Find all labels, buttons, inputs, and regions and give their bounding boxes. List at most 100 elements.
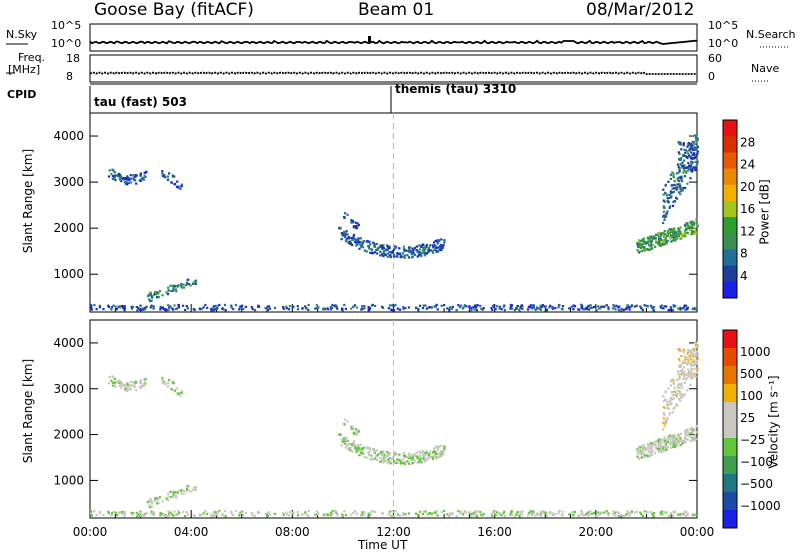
velocity-echo (659, 511, 662, 514)
power-echo (662, 214, 665, 217)
velocity-echo (657, 447, 660, 450)
power-echo (543, 305, 546, 308)
power-echo (617, 309, 620, 312)
velocity-echo (406, 460, 409, 463)
power-echo (288, 308, 291, 311)
power-echo (386, 255, 389, 258)
power-echo (577, 308, 580, 311)
xtick-label-5: 20:00 (579, 525, 614, 539)
power-echo (137, 307, 140, 310)
power-echo (667, 309, 670, 312)
velocity-echo (140, 385, 143, 388)
velocity-echo (368, 453, 371, 456)
power-echo (548, 306, 551, 309)
velocity-echo (689, 428, 692, 431)
power-echo (282, 305, 285, 309)
power-echo (529, 306, 532, 309)
velocity-echo (238, 514, 241, 517)
velocity-echo (142, 385, 146, 388)
power-echo (685, 167, 688, 170)
velocity-echo (137, 513, 140, 516)
velocity-echo (662, 421, 665, 424)
power-echo (417, 244, 421, 247)
power-echo (613, 305, 616, 308)
velocity-echo (424, 454, 427, 457)
velocity-echo (648, 450, 651, 453)
velocity-colorbar-tick-4: −25 (740, 433, 765, 447)
power-echo (649, 246, 652, 249)
velocity-colorbar-cell (723, 420, 737, 439)
velocity-echo (336, 513, 339, 516)
power-echo (339, 227, 342, 230)
velocity-echo (371, 448, 375, 451)
velocity-echo (161, 379, 164, 382)
power-echo (510, 307, 514, 310)
velocity-echo (356, 448, 359, 451)
velocity-echo (387, 458, 390, 461)
power-echo (368, 307, 371, 310)
power-echo (167, 308, 170, 311)
velocity-echo (677, 513, 680, 516)
velocity-echo (614, 514, 617, 517)
velocity-echo (372, 458, 375, 461)
power-echo (662, 205, 665, 208)
velocity-echo (392, 511, 395, 514)
power-echo (690, 145, 693, 148)
power-echo (128, 178, 131, 181)
velocity-echo (670, 398, 673, 401)
power-echo (340, 237, 343, 241)
power-echo (482, 306, 485, 310)
power-echo (371, 241, 375, 244)
velocity-echo (628, 514, 631, 517)
velocity-echo (655, 447, 658, 450)
velocity-echo (684, 432, 687, 435)
velocity-echo (585, 512, 588, 515)
power-colorbar-cell (723, 233, 737, 250)
power-echo (416, 250, 419, 253)
power-echo (693, 221, 696, 224)
velocity-echo (338, 433, 341, 436)
power-echo (534, 308, 537, 311)
power-echo (140, 178, 143, 181)
velocity-echo (360, 514, 363, 517)
power-echo (657, 234, 660, 237)
power-echo (515, 307, 518, 310)
velocity-echo (111, 384, 114, 387)
power-echo (669, 236, 672, 239)
velocity-echo (677, 386, 680, 389)
velocity-echo (335, 510, 338, 513)
power-echo (475, 309, 478, 312)
power-echo (688, 149, 691, 152)
power-echo (662, 193, 665, 196)
power-echo (230, 306, 233, 309)
velocity-echo (411, 457, 414, 460)
power-echo (217, 304, 220, 307)
power-echo (643, 241, 647, 244)
power-echo (381, 305, 384, 308)
power-echo (667, 201, 670, 204)
power-echo (210, 307, 213, 311)
power-echo (430, 306, 433, 309)
power-echo (694, 228, 697, 231)
power-echo (400, 255, 403, 258)
velocity-echo (326, 514, 330, 517)
power-echo (353, 237, 356, 240)
velocity-echo (587, 514, 590, 517)
velocity-echo (691, 360, 694, 363)
velocity-echo (695, 350, 698, 353)
power-echo (343, 303, 346, 307)
power-echo (168, 172, 171, 175)
velocity-echo (669, 411, 672, 414)
power-echo (527, 305, 530, 308)
velocity-echo (307, 514, 310, 517)
power-echo (133, 179, 136, 182)
power-echo (668, 206, 671, 209)
velocity-echo (659, 441, 663, 444)
power-echo (472, 306, 475, 309)
velocity-colorbar-cell (723, 348, 737, 367)
velocity-echo (350, 425, 353, 428)
velocity-echo (649, 448, 652, 451)
velocity-echo (123, 511, 126, 514)
velocity-echo (354, 428, 357, 431)
velocity-echo (210, 513, 213, 517)
